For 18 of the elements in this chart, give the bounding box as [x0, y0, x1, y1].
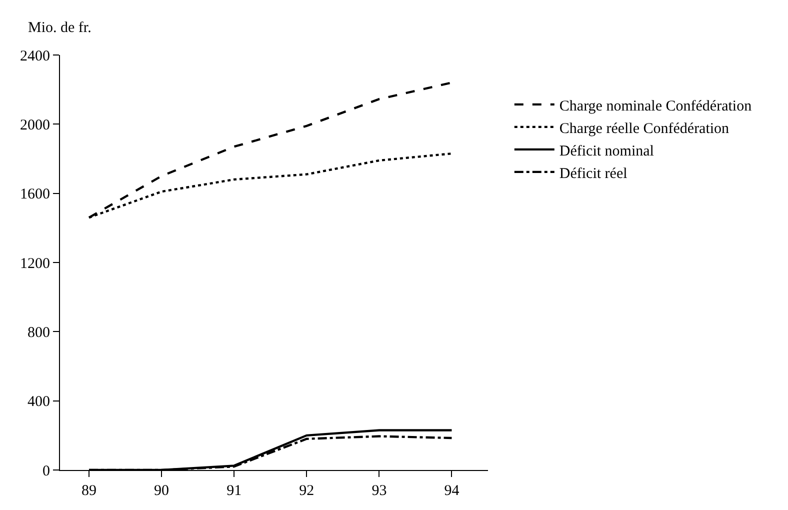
x-tick-label: 92 [299, 483, 314, 499]
legend-label: Charge réelle Confédération [559, 120, 730, 137]
x-tick-label: 90 [154, 483, 170, 499]
y-axis-title: Mio. de fr. [28, 20, 92, 36]
legend-label: Charge nominale Confédération [559, 98, 752, 114]
y-tick-label: 0 [42, 463, 50, 480]
x-tick-label: 91 [226, 483, 242, 499]
y-tick-label: 1600 [20, 186, 50, 203]
legend-label: Déficit nominal [559, 143, 654, 160]
y-tick-label: 2000 [20, 117, 50, 134]
x-tick-label: 93 [372, 483, 387, 499]
y-tick-label: 800 [28, 324, 50, 341]
y-tick-label: 1200 [20, 256, 50, 272]
x-tick-label: 89 [82, 483, 97, 499]
legend-label: Déficit réel [559, 166, 628, 182]
x-tick-label: 94 [444, 483, 460, 499]
y-tick-label: 400 [28, 394, 50, 410]
y-tick-label: 2400 [20, 48, 50, 64]
